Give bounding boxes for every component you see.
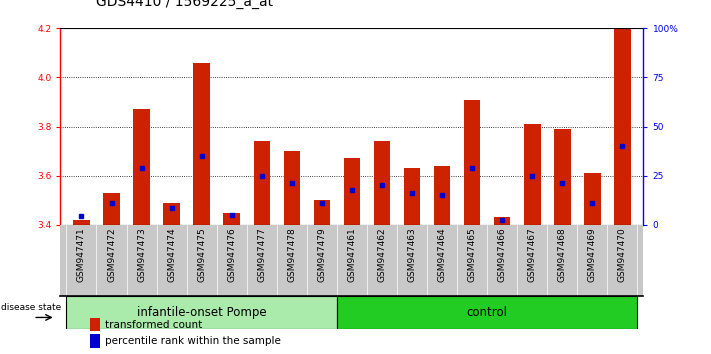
Bar [66,296,337,329]
Bar [223,212,240,225]
Text: percentile rank within the sample: percentile rank within the sample [105,336,281,346]
Text: GSM947468: GSM947468 [558,228,567,282]
Bar [90,334,100,348]
Text: GSM947477: GSM947477 [257,228,267,282]
Text: GDS4410 / 1569225_a_at: GDS4410 / 1569225_a_at [96,0,273,9]
Text: disease state: disease state [1,303,61,312]
Bar [337,296,638,329]
Bar [134,109,150,225]
Text: transformed count: transformed count [105,320,202,330]
Text: GSM947465: GSM947465 [468,228,476,282]
Bar [193,63,210,225]
Text: GSM947464: GSM947464 [437,228,447,282]
Bar [73,220,90,225]
Bar [374,141,390,225]
Bar [614,28,631,225]
Text: GSM947463: GSM947463 [407,228,417,282]
Bar [314,200,330,225]
Bar [343,159,360,225]
Bar [103,193,119,225]
Text: GSM947474: GSM947474 [167,228,176,282]
Text: GSM947476: GSM947476 [228,228,236,282]
Text: GSM947472: GSM947472 [107,228,116,282]
Text: GSM947475: GSM947475 [197,228,206,282]
Bar [464,99,481,225]
Text: GSM947479: GSM947479 [317,228,326,282]
Bar [254,141,270,225]
Text: control: control [466,306,508,319]
Text: GSM947478: GSM947478 [287,228,296,282]
Text: GSM947470: GSM947470 [618,228,627,282]
Bar [164,203,180,225]
Text: GSM947471: GSM947471 [77,228,86,282]
Bar [584,173,601,225]
Text: GSM947473: GSM947473 [137,228,146,282]
Bar [434,166,450,225]
Text: GSM947462: GSM947462 [378,228,387,282]
Bar [90,318,100,331]
Text: GSM947469: GSM947469 [588,228,597,282]
Bar [524,124,540,225]
Bar [494,217,510,225]
Bar [404,168,420,225]
Text: GSM947466: GSM947466 [498,228,507,282]
Bar [284,151,300,225]
Text: infantile-onset Pompe: infantile-onset Pompe [137,306,267,319]
Text: GSM947467: GSM947467 [528,228,537,282]
Text: GSM947461: GSM947461 [348,228,356,282]
Bar [554,129,570,225]
